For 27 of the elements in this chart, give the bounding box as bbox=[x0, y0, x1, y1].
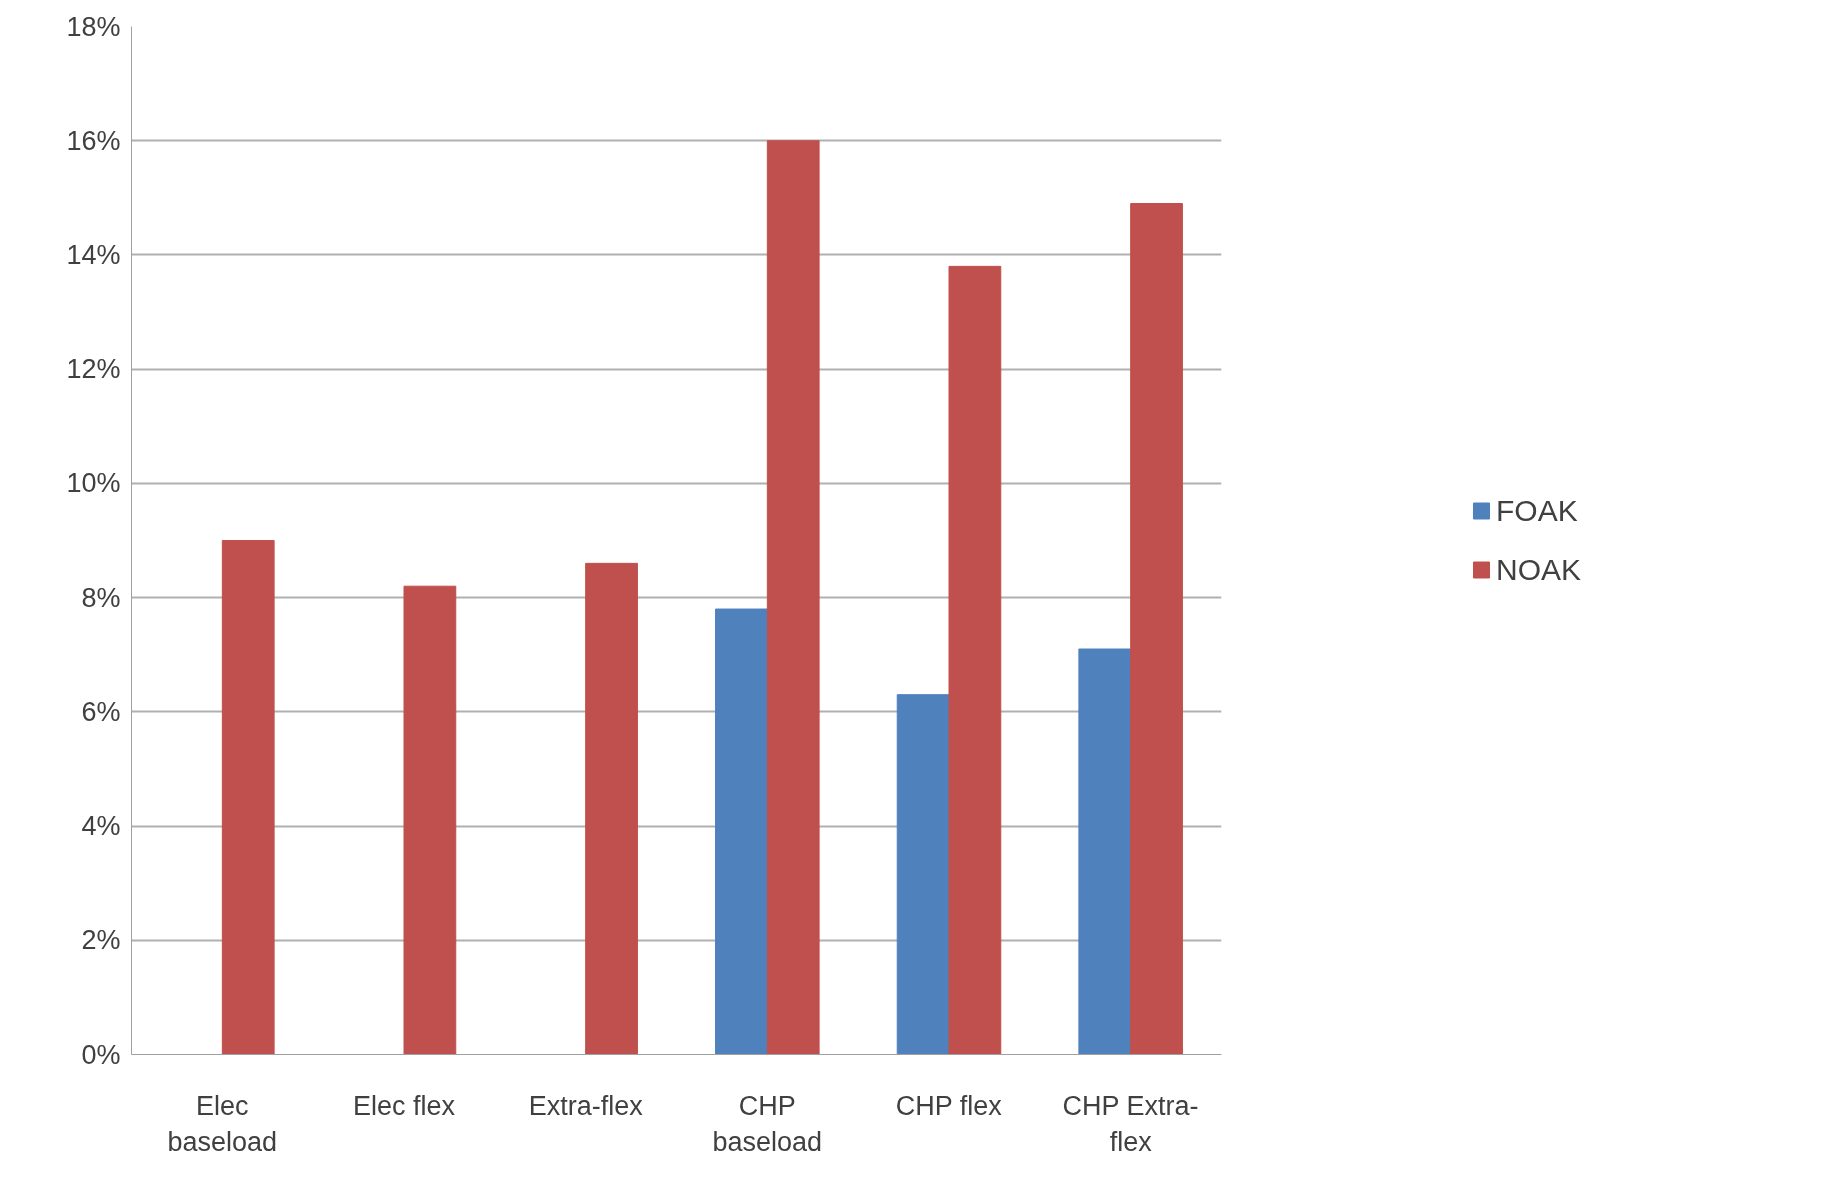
bar bbox=[1130, 203, 1183, 1055]
x-tick-label: CHP baseload bbox=[712, 1090, 823, 1157]
x-tick-label: CHP flex bbox=[895, 1090, 1003, 1121]
y-tick-label: 14% bbox=[66, 239, 121, 270]
y-tick-label: 0% bbox=[81, 1039, 121, 1070]
x-tick-label: CHP Extra-flex bbox=[1062, 1090, 1199, 1157]
x-tick-label: Elec baseload bbox=[167, 1090, 278, 1157]
y-tick-label: 10% bbox=[66, 468, 121, 499]
bar bbox=[715, 608, 768, 1055]
bar bbox=[896, 694, 950, 1055]
y-tick-label: 8% bbox=[81, 582, 121, 613]
x-tick-label: Elec flex bbox=[352, 1090, 456, 1121]
bar bbox=[585, 562, 638, 1055]
y-tick-label: 2% bbox=[81, 925, 121, 956]
y-tick-label: 12% bbox=[66, 354, 121, 385]
bar bbox=[1078, 648, 1132, 1055]
bar bbox=[948, 265, 1002, 1055]
bar bbox=[403, 585, 457, 1055]
y-tick-label: 4% bbox=[81, 811, 121, 842]
legend-label: FOAK bbox=[1495, 493, 1578, 528]
x-tick-label: Extra-flex bbox=[528, 1090, 644, 1121]
legend-label: NOAK bbox=[1495, 552, 1582, 587]
y-tick-label: 18% bbox=[66, 11, 121, 42]
bar bbox=[221, 540, 275, 1055]
bar bbox=[766, 140, 820, 1055]
y-tick-label: 16% bbox=[66, 125, 121, 156]
y-tick-label: 6% bbox=[81, 696, 121, 727]
